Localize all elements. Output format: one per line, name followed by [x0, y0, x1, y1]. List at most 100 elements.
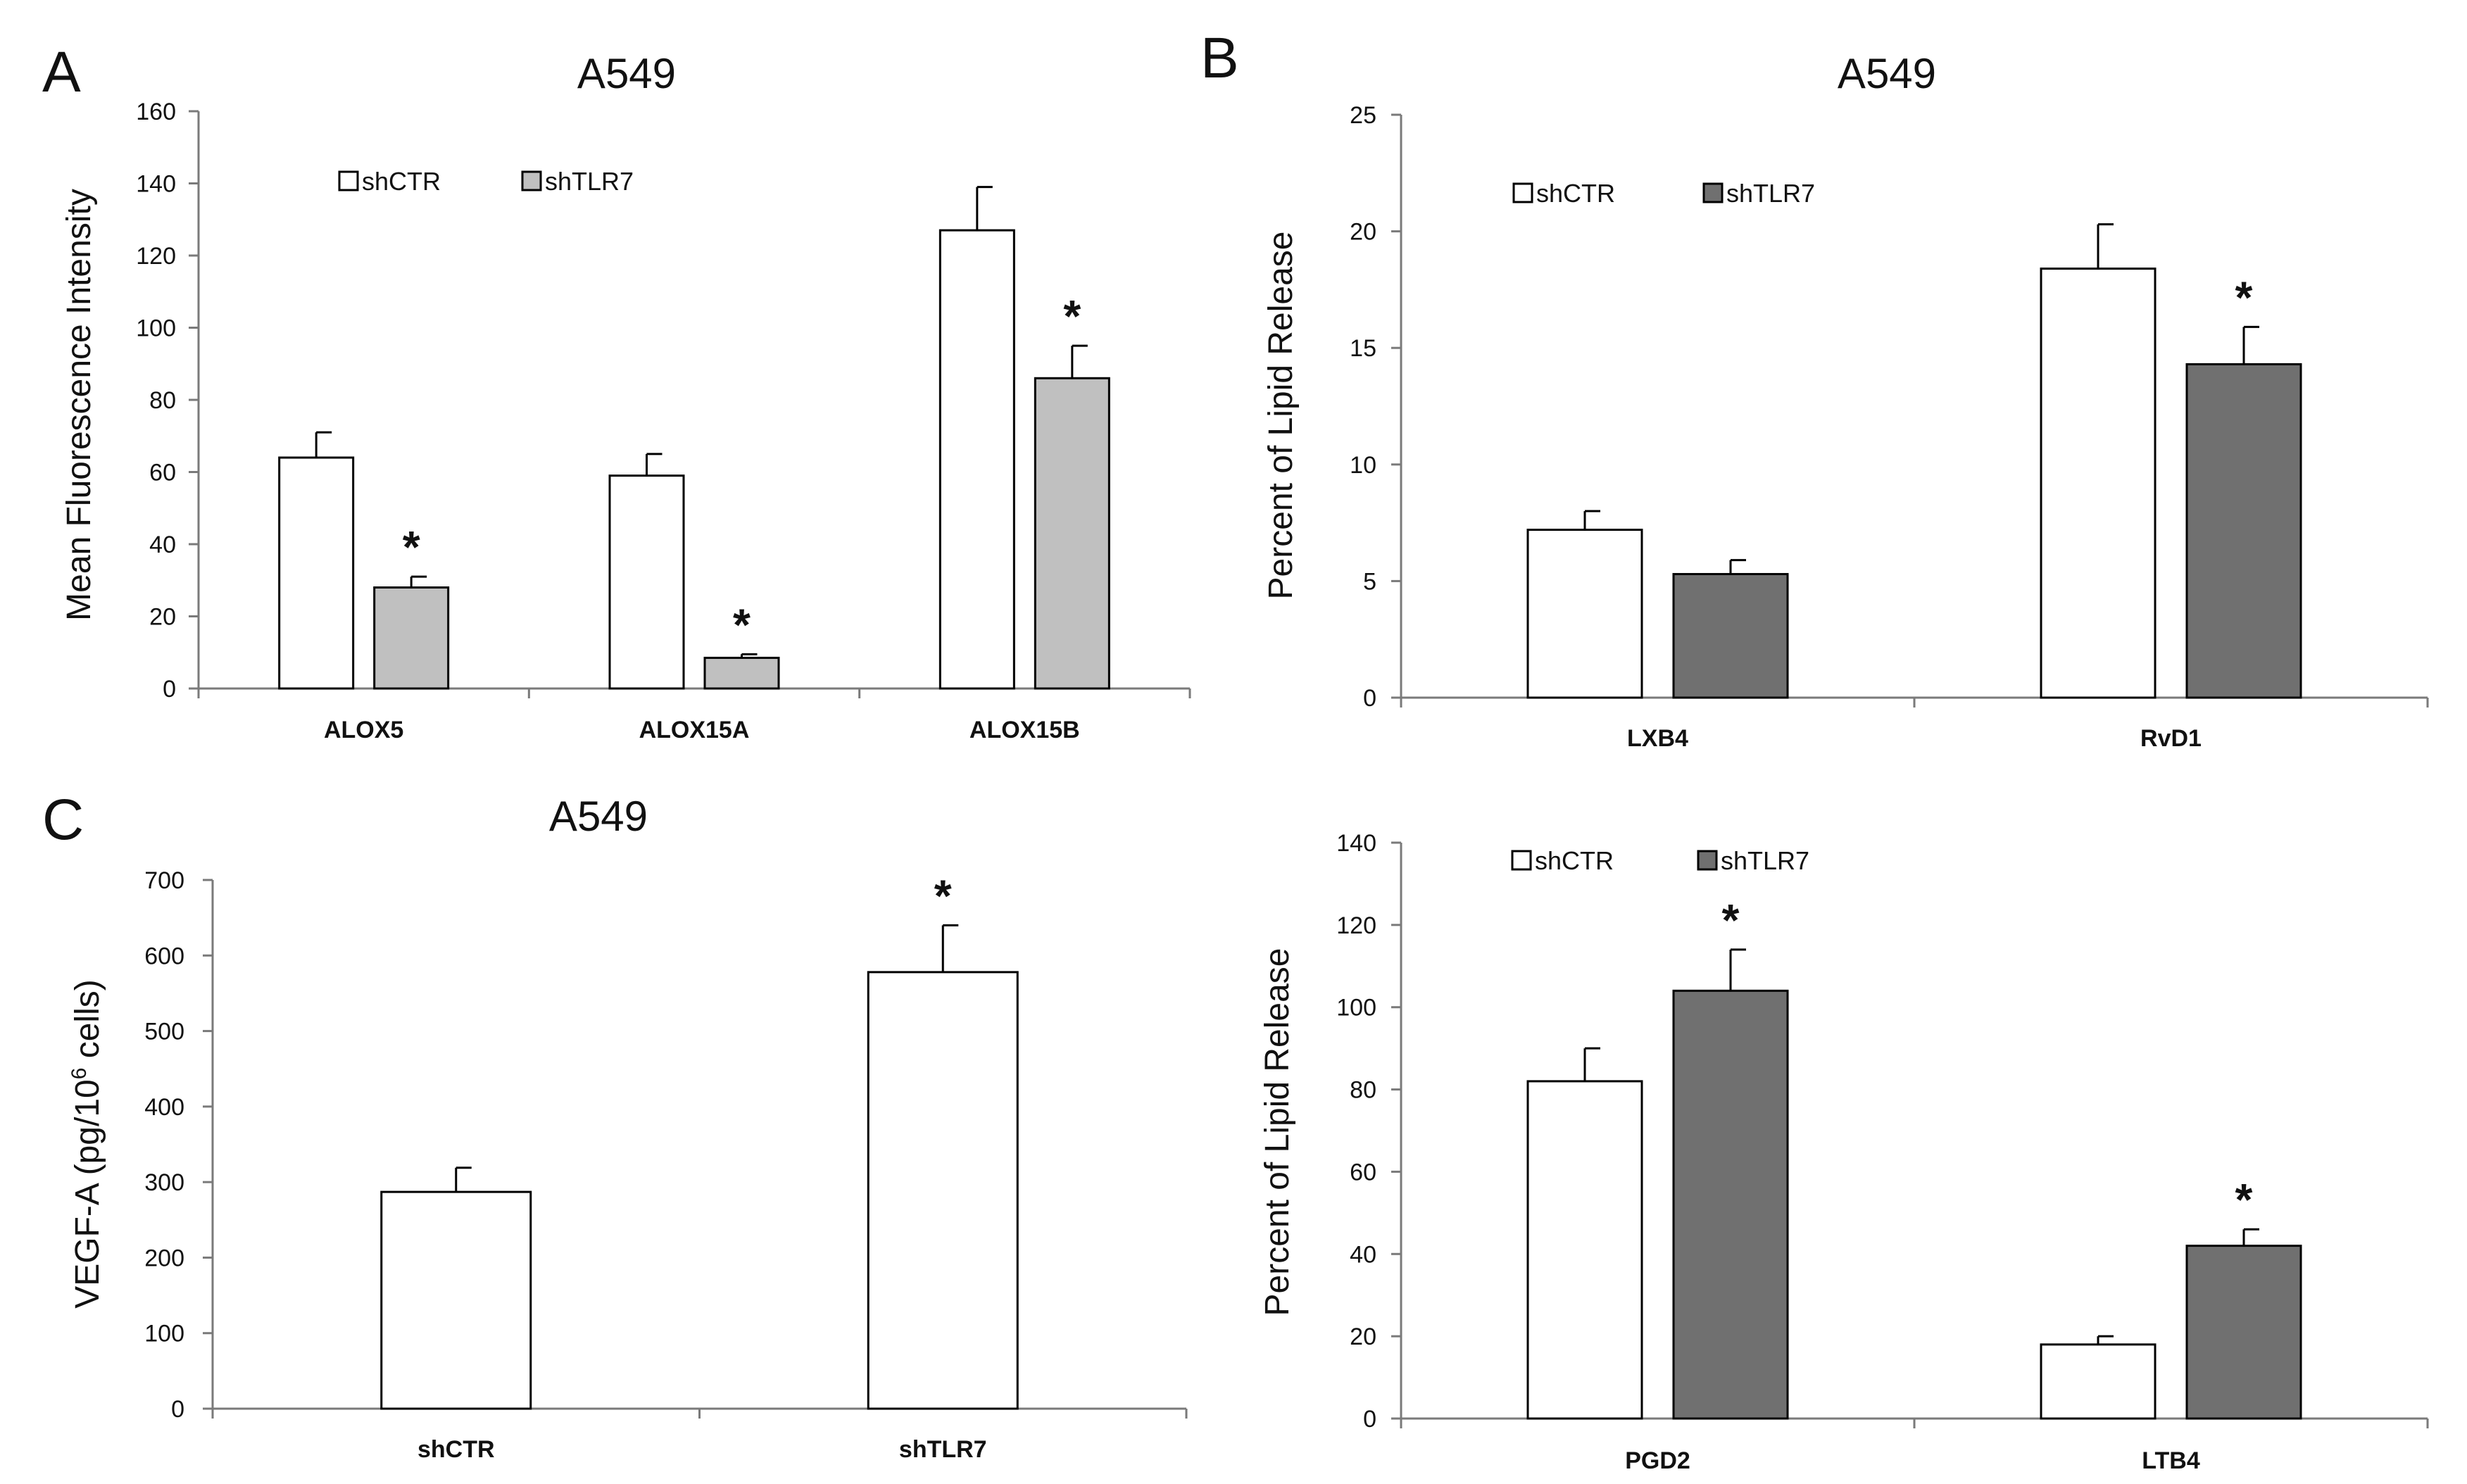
chart-panel-d: Percent of Lipid Release 0 20 40 60 80 100 120… — [1259, 830, 2429, 1474]
category-label: shCTR — [418, 1436, 495, 1463]
y-tick-label: 140 — [1336, 830, 1376, 857]
chart-legend: shCTR shTLR7 — [1512, 179, 1815, 208]
chart-marks: 0 100 200 300 400 500 600 700 shCTR * shTLR7 — [144, 867, 1188, 1463]
bar — [380, 1190, 532, 1410]
y-tick-label: 400 — [144, 1094, 184, 1121]
y-tick-label: 40 — [149, 532, 176, 558]
bar — [2040, 268, 2157, 699]
y-tick-label: 120 — [1336, 912, 1376, 939]
bar — [1526, 1080, 1643, 1420]
y-tick-label: 40 — [1350, 1241, 1376, 1268]
bar — [1034, 377, 1110, 690]
panel-letter-c: C — [42, 788, 84, 852]
bar — [1672, 989, 1789, 1420]
legend-label-shctr: shCTR — [1535, 846, 1614, 875]
y-tick-label: 20 — [149, 604, 176, 631]
bar — [278, 456, 355, 690]
y-tick-label: 25 — [1350, 102, 1376, 129]
bar — [1672, 572, 1789, 699]
bar — [867, 971, 1019, 1410]
category-label: RvD1 — [2140, 725, 2202, 752]
legend-label-shtlr7: shTLR7 — [1726, 179, 1815, 208]
y-axis-label: Percent of Lipid Release — [1259, 948, 1296, 1316]
legend-swatch-shctr — [338, 170, 359, 191]
legend-swatch-shctr — [1512, 182, 1533, 203]
chart-title: A549 — [549, 793, 648, 840]
y-axis-label-main: VEGF-A (pg/10 — [69, 1079, 106, 1308]
bar — [1526, 529, 1643, 699]
y-tick-label: 0 — [1363, 685, 1376, 712]
y-axis-label: Mean Fluorescence Intensity — [61, 189, 98, 621]
y-tick-label: 20 — [1350, 219, 1376, 246]
chart-legend: shCTR shTLR7 — [1511, 846, 1809, 875]
significance-marker: * — [2235, 272, 2253, 322]
y-tick-label: 20 — [1350, 1323, 1376, 1350]
category-label: LXB4 — [1627, 725, 1688, 752]
y-tick-label: 60 — [149, 460, 176, 486]
y-tick-label: 0 — [163, 676, 176, 703]
bar — [2185, 1245, 2302, 1420]
chart-marks: 0 20 40 60 80 100 120 140 * PGD2 * LTB4 — [1336, 830, 2429, 1474]
y-tick-label: 300 — [144, 1169, 184, 1196]
bar — [939, 229, 1015, 690]
significance-marker: * — [934, 870, 952, 921]
chart-panel-a: A549 Mean Fluorescence Intensity 0 20 40 60… — [61, 50, 1191, 743]
legend-swatch-shtlr7 — [1697, 850, 1718, 871]
y-tick-label: 200 — [144, 1245, 184, 1271]
significance-marker: * — [1722, 895, 1740, 945]
y-tick-label: 120 — [136, 243, 176, 270]
significance-marker: * — [733, 599, 751, 650]
legend-swatch-shtlr7 — [521, 170, 542, 191]
chart-title: A549 — [577, 50, 676, 97]
chart-marks: 0 5 10 15 20 25 LXB4 * RvD1 — [1350, 102, 2429, 752]
category-label: shTLR7 — [899, 1436, 987, 1463]
category-label: PGD2 — [1625, 1447, 1690, 1474]
bar — [608, 474, 685, 690]
y-tick-label: 140 — [136, 171, 176, 198]
y-axis-label-superscript: 6 — [68, 1068, 91, 1080]
category-label: ALOX15A — [639, 717, 750, 743]
category-label: LTB4 — [2142, 1447, 2200, 1474]
legend-swatch-shtlr7 — [1702, 182, 1724, 203]
legend-label-shctr: shCTR — [362, 167, 441, 196]
y-tick-label: 100 — [144, 1321, 184, 1347]
significance-marker: * — [403, 522, 420, 572]
y-tick-label: 5 — [1363, 568, 1376, 595]
chart-title: A549 — [1838, 50, 1936, 97]
y-tick-label: 100 — [1336, 995, 1376, 1021]
y-tick-label: 0 — [1363, 1406, 1376, 1433]
y-tick-label: 10 — [1350, 452, 1376, 479]
y-tick-label: 700 — [144, 867, 184, 894]
y-tick-label: 60 — [1350, 1159, 1376, 1186]
y-tick-label: 15 — [1350, 335, 1376, 362]
panel-letter-b: B — [1200, 26, 1239, 90]
y-axis-label: Percent of Lipid Release — [1262, 232, 1300, 600]
bar — [2185, 363, 2302, 699]
panel-letter-a: A — [42, 40, 81, 104]
y-axis-label: VEGF-A (pg/106 cells) — [68, 979, 106, 1309]
legend-label-shtlr7: shTLR7 — [1721, 846, 1809, 875]
y-tick-label: 500 — [144, 1019, 184, 1045]
y-tick-label: 600 — [144, 943, 184, 969]
chart-panel-c: A549 VEGF-A (pg/106 cells) 0 100 200 300 400… — [68, 793, 1188, 1463]
y-tick-label: 80 — [1350, 1077, 1376, 1104]
chart-marks: 0 20 40 60 80 100 120 140 160 * ALOX5 * ALOX15A * ALOX… — [136, 99, 1191, 743]
significance-marker: * — [2235, 1174, 2253, 1225]
chart-panel-b: A549 Percent of Lipid Release 0 5 10 15 20 25… — [1262, 50, 2429, 752]
chart-legend: shCTR shTLR7 — [338, 167, 634, 196]
bar — [703, 656, 780, 690]
y-tick-label: 80 — [149, 387, 176, 414]
category-label: ALOX15B — [969, 717, 1080, 743]
legend-swatch-shctr — [1511, 850, 1532, 871]
y-tick-label: 100 — [136, 315, 176, 342]
legend-label-shtlr7: shTLR7 — [545, 167, 634, 196]
category-label: ALOX5 — [324, 717, 403, 743]
legend-label-shctr: shCTR — [1536, 179, 1615, 208]
y-axis-label-tail: cells) — [69, 979, 106, 1067]
y-tick-label: 160 — [136, 99, 176, 125]
significance-marker: * — [1063, 291, 1081, 341]
y-tick-label: 0 — [171, 1396, 184, 1423]
bar — [2040, 1343, 2157, 1420]
bar — [373, 586, 450, 690]
